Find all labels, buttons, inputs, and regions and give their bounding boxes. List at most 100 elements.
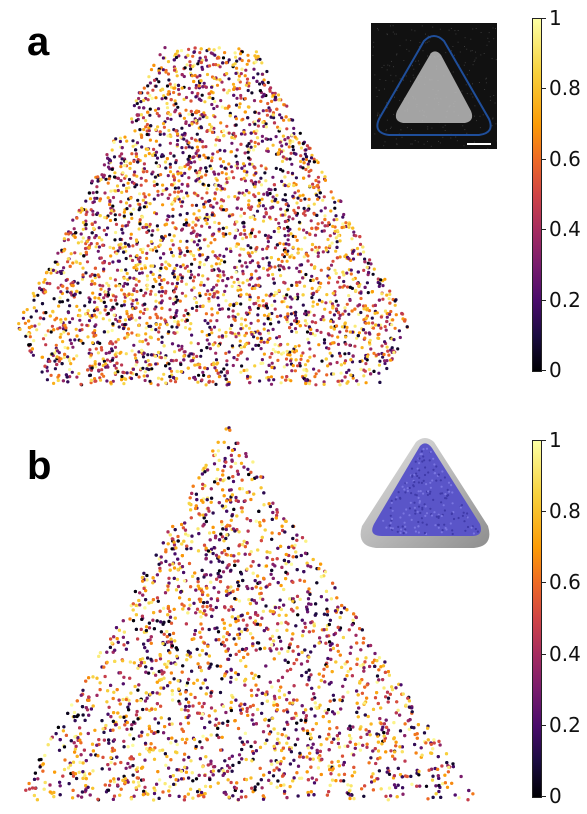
particle-dot xyxy=(174,102,178,106)
particle-dot xyxy=(132,276,136,280)
particle-dot xyxy=(75,304,79,308)
inset-a-noise-pixel xyxy=(457,30,459,31)
particle-dot xyxy=(165,157,169,161)
particle-dot xyxy=(305,330,310,334)
particle-dot xyxy=(194,301,199,305)
particle-dot xyxy=(48,314,52,318)
particle-dot xyxy=(22,310,26,314)
particle-dot xyxy=(289,322,293,326)
particle-dot xyxy=(79,232,83,236)
particle-dot xyxy=(301,303,305,307)
particle-dot xyxy=(118,237,122,241)
particle-dot xyxy=(331,291,335,295)
particle-dot xyxy=(116,370,120,374)
particle-dot xyxy=(338,255,342,259)
particle-dot xyxy=(353,307,357,311)
particle-dot xyxy=(138,222,142,226)
particle-dot xyxy=(384,328,388,332)
particle-dot xyxy=(169,98,173,102)
particle-dot xyxy=(232,176,236,180)
particle-dot xyxy=(48,282,52,286)
particle-dot xyxy=(180,204,184,208)
particle-dot xyxy=(334,271,338,275)
particle-dot xyxy=(312,212,316,216)
particle-dot xyxy=(217,46,221,50)
particle-dot xyxy=(109,254,113,258)
particle-dot xyxy=(187,154,192,158)
particle-dot xyxy=(179,362,183,367)
particle-dot xyxy=(282,227,286,231)
particle-dot xyxy=(172,290,176,294)
particle-dot xyxy=(50,352,54,356)
particle-dot xyxy=(154,128,158,132)
particle-dot xyxy=(367,321,371,325)
particle-dot xyxy=(225,225,229,230)
particle-dot xyxy=(262,352,266,356)
particle-dot xyxy=(198,304,203,308)
particle-dot xyxy=(310,242,315,247)
particle-dot xyxy=(177,92,181,96)
particle-dot xyxy=(149,240,153,244)
particle-dot xyxy=(230,141,234,145)
particle-dot xyxy=(210,156,214,160)
particle-dot xyxy=(114,295,118,299)
particle-dot xyxy=(237,47,241,51)
particle-dot xyxy=(196,91,200,96)
particle-dot xyxy=(216,135,220,139)
particle-dot xyxy=(76,281,80,285)
particle-dot xyxy=(109,308,113,312)
particle-dot xyxy=(217,227,221,231)
particle-dot xyxy=(185,318,189,322)
particle-dot xyxy=(211,250,215,254)
particle-dot xyxy=(243,97,247,101)
particle-dot xyxy=(308,355,312,359)
particle-dot xyxy=(289,379,293,383)
particle-dot xyxy=(355,336,359,340)
particle-dot xyxy=(91,191,95,195)
particle-dot xyxy=(256,142,261,146)
particle-dot xyxy=(198,117,202,121)
particle-dot xyxy=(61,327,65,331)
particle-dot xyxy=(156,350,161,354)
inset-a-noise-pixel xyxy=(455,33,457,35)
particle-dot xyxy=(177,179,181,183)
inset-a-noise-pixel xyxy=(425,33,426,35)
particle-dot xyxy=(222,88,226,92)
particle-dot xyxy=(270,352,274,356)
particle-dot xyxy=(87,246,91,250)
particle-dot xyxy=(198,233,202,237)
particle-dot xyxy=(98,341,102,345)
particle-dot xyxy=(73,235,77,239)
particle-dot xyxy=(266,80,270,85)
particle-dot xyxy=(242,368,246,373)
particle-dot xyxy=(213,53,217,57)
particle-dot xyxy=(144,223,148,227)
particle-dot xyxy=(221,160,226,164)
particle-dot xyxy=(137,227,141,231)
particle-dot xyxy=(84,212,88,217)
particle-dot xyxy=(69,252,73,256)
particle-dot xyxy=(23,321,27,325)
particle-dot xyxy=(75,260,79,264)
inset-a-noise-pixel xyxy=(474,105,476,107)
particle-dot xyxy=(266,240,270,244)
particle-dot xyxy=(307,325,311,329)
particle-dot xyxy=(145,287,149,291)
particle-dot xyxy=(159,356,163,360)
inset-a-noise-pixel xyxy=(390,74,392,76)
particle-dot xyxy=(329,362,333,366)
particle-dot xyxy=(328,234,332,238)
particle-dot xyxy=(275,107,279,111)
particle-dot xyxy=(133,170,137,174)
colorbar-tick-label: 0.6 xyxy=(549,146,581,171)
particle-dot xyxy=(164,364,168,368)
particle-dot xyxy=(97,226,101,230)
particle-dot xyxy=(123,245,127,249)
particle-dot xyxy=(44,333,48,337)
particle-dot xyxy=(296,247,300,251)
particle-dot xyxy=(317,369,321,373)
particle-dot xyxy=(239,327,243,331)
particle-dot xyxy=(257,331,261,335)
particle-dot xyxy=(200,93,204,97)
particle-dot xyxy=(167,128,171,133)
